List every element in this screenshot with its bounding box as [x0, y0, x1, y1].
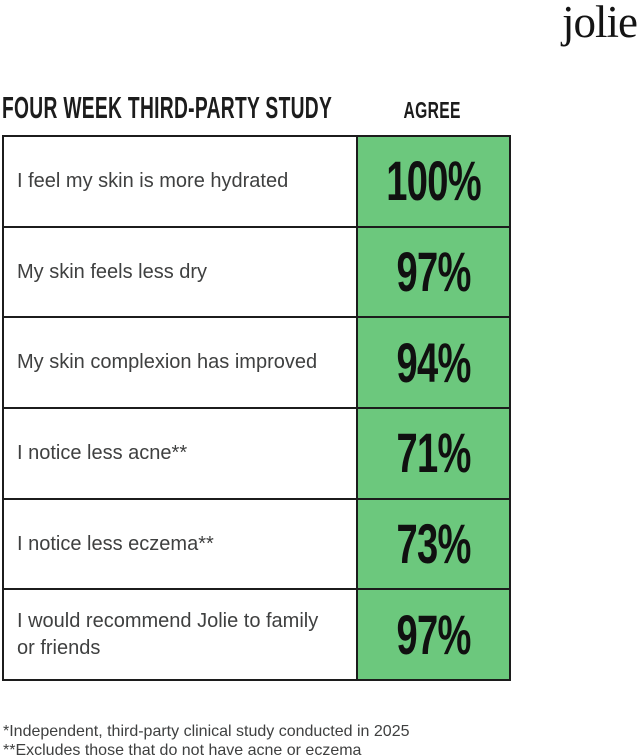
table-row: My skin complexion has improved 94% [4, 316, 509, 408]
table-row: My skin feels less dry 97% [4, 225, 509, 317]
jolie-brand-logo: jolie [562, 0, 638, 47]
agree-column-header: AGREE [355, 99, 510, 122]
footnote-exclusions: **Excludes those that do not have acne o… [3, 742, 362, 756]
agree-cell: 71% [356, 409, 509, 498]
table-row: I notice less eczema** 73% [4, 497, 509, 589]
agree-percentage: 97% [396, 602, 471, 666]
agree-percentage: 71% [396, 421, 471, 485]
agree-column-header-label: AGREE [403, 97, 462, 123]
statement-cell: I notice less eczema** [4, 499, 356, 589]
statement-cell: I would recommend Jolie to family or fri… [4, 590, 356, 680]
study-title: FOUR WEEK THIRD-PARTY STUDY [2, 90, 333, 125]
agree-percentage: 94% [396, 330, 471, 394]
table-row: I would recommend Jolie to family or fri… [4, 588, 509, 680]
agree-cell: 100% [356, 137, 509, 226]
agree-cell: 94% [356, 318, 509, 408]
agree-cell: 73% [356, 499, 509, 589]
statement-cell: My skin complexion has improved [4, 318, 356, 408]
statement-cell: My skin feels less dry [4, 227, 356, 317]
agree-percentage: 73% [396, 512, 471, 576]
statement-cell: I feel my skin is more hydrated [4, 137, 356, 226]
agree-cell: 97% [356, 590, 509, 680]
table-row: I feel my skin is more hydrated 100% [4, 137, 509, 226]
agree-percentage: 100% [386, 149, 481, 213]
study-results-table: I feel my skin is more hydrated 100% My … [2, 135, 511, 681]
footnotes: *Independent, third-party clinical study… [3, 722, 409, 756]
statement-cell: I notice less acne** [4, 409, 356, 498]
footnote-study-source: *Independent, third-party clinical study… [3, 723, 410, 740]
agree-percentage: 97% [396, 240, 471, 303]
table-row: I notice less acne** 71% [4, 407, 509, 498]
agree-cell: 97% [356, 227, 509, 317]
